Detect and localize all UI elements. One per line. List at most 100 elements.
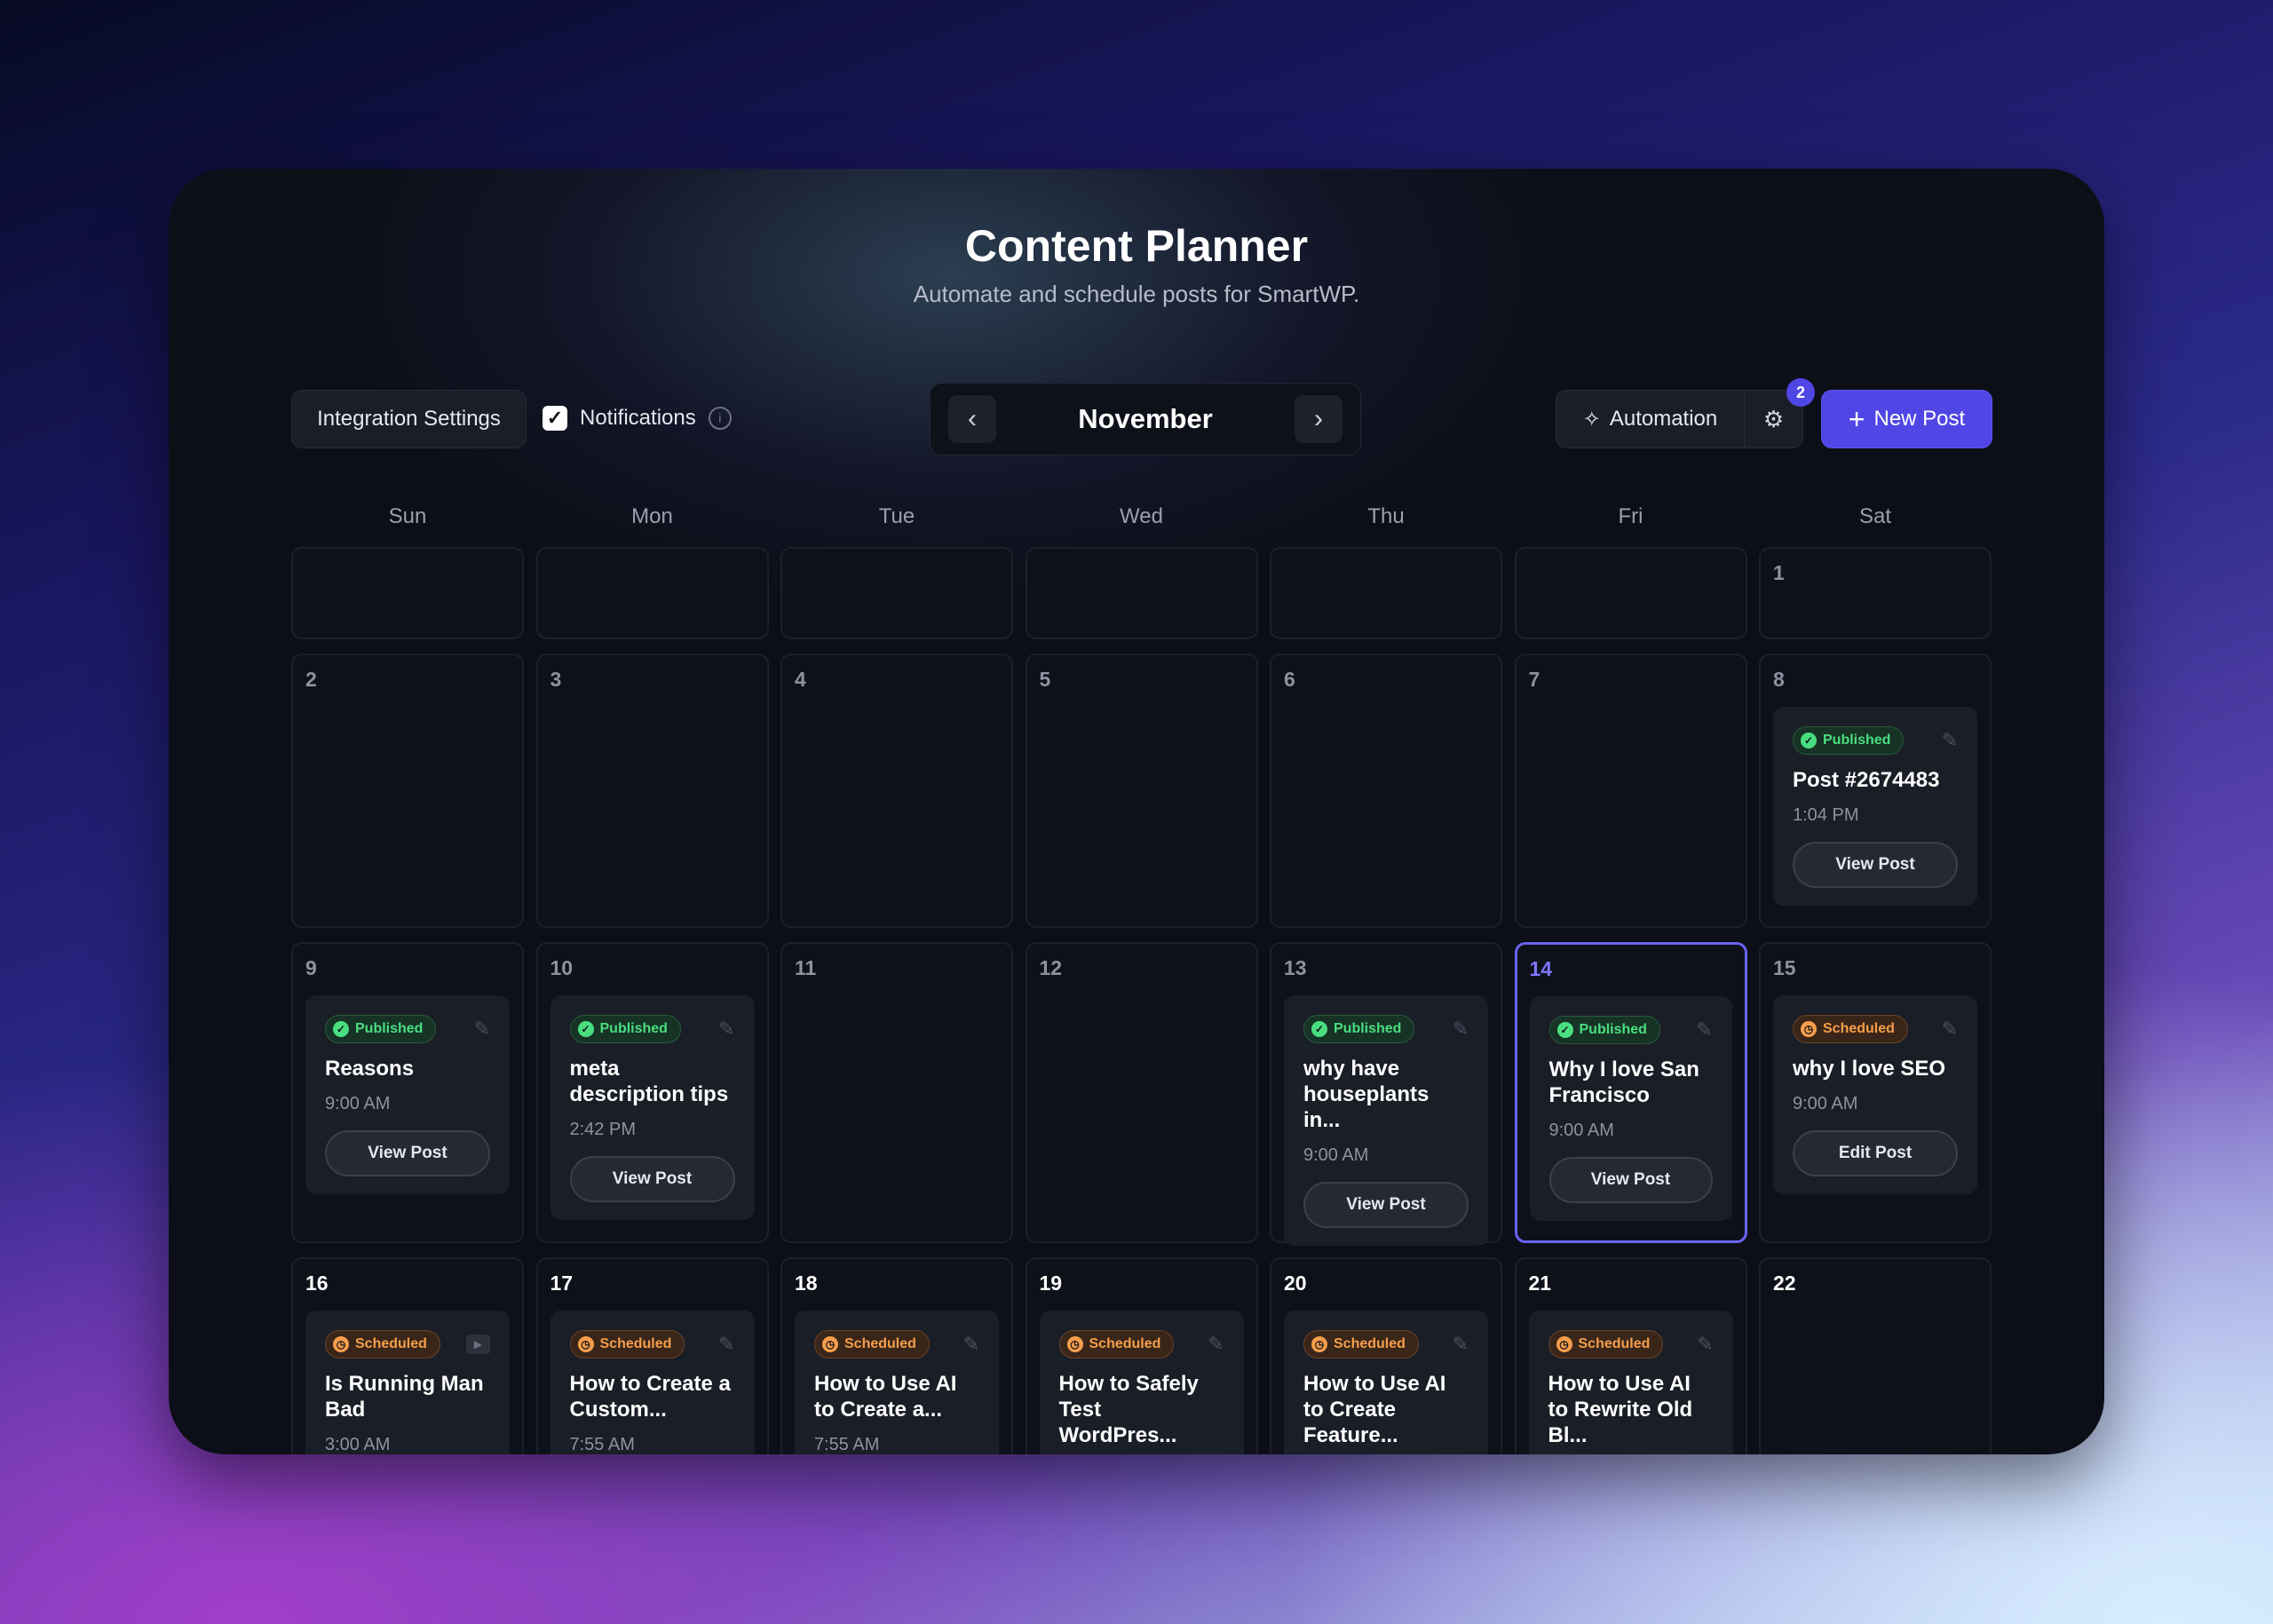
post-title: How to Safely Test WordPres... bbox=[1058, 1372, 1199, 1447]
status-label: Scheduled bbox=[1823, 1021, 1895, 1036]
notifications-toggle[interactable]: ✓ Notifications i bbox=[543, 406, 732, 431]
edit-icon[interactable]: ✎ bbox=[1941, 729, 1958, 751]
day-cell[interactable]: 1 bbox=[1759, 547, 1992, 639]
post-card[interactable]: ✓ Published ✎ Reasons 9:00 AM View Post bbox=[305, 995, 510, 1194]
view-post-button[interactable]: View Post bbox=[1793, 842, 1958, 888]
status-label: Published bbox=[355, 1021, 424, 1036]
day-cell[interactable]: 14 ✓ Published ✎ Why I love San Francisco 9:0… bbox=[1514, 942, 1747, 1243]
edit-icon[interactable]: ✎ bbox=[962, 1333, 979, 1355]
status-label: Published bbox=[599, 1021, 668, 1036]
status-badge: ✓ Published bbox=[1303, 1015, 1415, 1043]
status-badge: ◷ Scheduled bbox=[814, 1330, 930, 1359]
day-cell[interactable]: 13 ✓ Published ✎ why have houseplants in... 9… bbox=[1270, 942, 1502, 1246]
post-card[interactable]: ◷ Scheduled ✎ How to Create a Custom... 7:55… bbox=[550, 1311, 755, 1454]
info-icon[interactable]: i bbox=[708, 407, 732, 430]
next-month-button[interactable]: › bbox=[1294, 395, 1342, 443]
post-title: Is Running Man Bad bbox=[325, 1372, 484, 1422]
post-time: 9:00 AM bbox=[325, 1094, 391, 1113]
weekday-header: Fri bbox=[1618, 504, 1643, 528]
day-cell[interactable]: 20 ◷ Scheduled ✎ How to Use AI to Create Fea… bbox=[1270, 1257, 1502, 1454]
day-cell[interactable]: 17 ◷ Scheduled ✎ How to Create a Custom... 7:… bbox=[535, 1257, 769, 1454]
day-cell[interactable]: 12 bbox=[1025, 942, 1258, 1243]
post-card-header: ✓ Published ✎ bbox=[569, 1015, 735, 1043]
post-card-header: ◷ Scheduled ✎ bbox=[1303, 1330, 1469, 1359]
post-card[interactable]: ◷ Scheduled ✎ How to Use AI to Create a... 7… bbox=[795, 1311, 999, 1454]
post-card[interactable]: ◷ Scheduled ✎ How to Safely Test WordPres..… bbox=[1039, 1311, 1244, 1454]
status-badge: ◷ Scheduled bbox=[1303, 1330, 1419, 1359]
post-time: 7:55 AM bbox=[814, 1435, 880, 1454]
edit-icon[interactable]: ✎ bbox=[718, 1333, 735, 1355]
post-time: 9:00 AM bbox=[1548, 1121, 1614, 1140]
automation-settings-button[interactable]: ⚙ bbox=[1745, 406, 1802, 433]
plus-icon: + bbox=[1848, 402, 1865, 435]
day-cell[interactable]: 7 bbox=[1514, 654, 1747, 928]
day-cell[interactable]: 19 ◷ Scheduled ✎ How to Safely Test WordPres… bbox=[1025, 1257, 1258, 1454]
video-icon[interactable]: ▶ bbox=[465, 1335, 490, 1354]
day-cell[interactable]: 18 ◷ Scheduled ✎ How to Use AI to Create a..… bbox=[780, 1257, 1013, 1454]
status-badge: ◷ Scheduled bbox=[1548, 1330, 1664, 1359]
check-circle-icon: ✓ bbox=[577, 1021, 594, 1037]
clock-icon: ◷ bbox=[1066, 1336, 1083, 1352]
edit-icon[interactable]: ✎ bbox=[473, 1018, 490, 1040]
new-post-button[interactable]: + New Post bbox=[1821, 390, 1992, 448]
day-number: 10 bbox=[550, 956, 574, 979]
post-card[interactable]: ◷ Scheduled ✎ How to Use AI to Create Featu… bbox=[1284, 1311, 1488, 1454]
day-cell[interactable]: 16 ◷ Scheduled ▶ Is Running Man Bad 3:00 AM bbox=[291, 1257, 524, 1454]
weekday-header: Mon bbox=[631, 504, 673, 528]
check-circle-icon: ✓ bbox=[333, 1021, 349, 1037]
day-cell[interactable]: 5 bbox=[1025, 654, 1258, 928]
day-cell[interactable]: 6 bbox=[1270, 654, 1502, 928]
day-number: 19 bbox=[1039, 1271, 1063, 1295]
status-badge: ✓ Published bbox=[1793, 726, 1905, 755]
day-cell[interactable]: 3 bbox=[535, 654, 769, 928]
day-cell[interactable] bbox=[535, 547, 769, 639]
new-post-label: New Post bbox=[1873, 407, 1966, 431]
day-cell[interactable]: 11 bbox=[780, 942, 1013, 1243]
automation-button[interactable]: ✧ Automation bbox=[1556, 391, 1745, 448]
day-cell[interactable] bbox=[1514, 547, 1747, 639]
day-number: 2 bbox=[305, 668, 317, 691]
day-cell[interactable] bbox=[291, 547, 524, 639]
view-post-button[interactable]: View Post bbox=[1303, 1182, 1469, 1228]
day-cell[interactable]: 15 ◷ Scheduled ✎ why I love SEO 9:00 AM Edit P… bbox=[1759, 942, 1992, 1243]
post-time: 1:04 PM bbox=[1793, 805, 1859, 825]
day-cell[interactable] bbox=[1025, 547, 1258, 639]
post-card[interactable]: ◷ Scheduled ✎ How to Use AI to Rewrite Old … bbox=[1528, 1311, 1733, 1454]
edit-icon[interactable]: ✎ bbox=[1208, 1333, 1224, 1355]
edit-icon[interactable]: ✎ bbox=[1696, 1018, 1713, 1041]
edit-post-button[interactable]: Edit Post bbox=[1793, 1130, 1958, 1176]
day-cell[interactable]: 2 bbox=[291, 654, 524, 928]
day-cell[interactable]: 4 bbox=[780, 654, 1013, 928]
edit-icon[interactable]: ✎ bbox=[1452, 1018, 1469, 1040]
edit-icon[interactable]: ✎ bbox=[1452, 1333, 1469, 1355]
day-number: 14 bbox=[1529, 957, 1553, 980]
notifications-checkbox[interactable]: ✓ bbox=[543, 406, 567, 431]
post-card-header: ✓ Published ✎ bbox=[1793, 726, 1958, 755]
view-post-button[interactable]: View Post bbox=[569, 1156, 735, 1202]
day-cell[interactable]: 9 ✓ Published ✎ Reasons 9:00 AM View Post bbox=[291, 942, 524, 1243]
day-cell[interactable]: 21 ◷ Scheduled ✎ How to Use AI to Rewrite Ol… bbox=[1514, 1257, 1747, 1454]
edit-icon[interactable]: ✎ bbox=[1697, 1333, 1714, 1355]
day-cell[interactable]: 10 ✓ Published ✎ meta description tips 2:42 P… bbox=[535, 942, 769, 1243]
day-cell[interactable] bbox=[1270, 547, 1502, 639]
day-cell[interactable] bbox=[780, 547, 1013, 639]
integration-settings-button[interactable]: Integration Settings bbox=[291, 390, 527, 448]
status-label: Scheduled bbox=[355, 1336, 427, 1351]
view-post-button[interactable]: View Post bbox=[1548, 1157, 1713, 1203]
day-cell[interactable]: 8 ✓ Published ✎ Post #2674483 1:04 PM View Pos… bbox=[1759, 654, 1992, 928]
post-card[interactable]: ✓ Published ✎ Post #2674483 1:04 PM View Post bbox=[1773, 707, 1977, 906]
view-post-button[interactable]: View Post bbox=[325, 1130, 490, 1176]
day-cell[interactable]: 22 bbox=[1759, 1257, 1992, 1454]
edit-icon[interactable]: ✎ bbox=[718, 1018, 735, 1040]
post-card[interactable]: ✓ Published ✎ why have houseplants in... 9:0… bbox=[1284, 995, 1488, 1246]
post-card[interactable]: ◷ Scheduled ▶ Is Running Man Bad 3:00 AM bbox=[305, 1311, 510, 1454]
day-number: 16 bbox=[305, 1271, 329, 1295]
post-time: 9:00 AM bbox=[1303, 1145, 1369, 1165]
edit-icon[interactable]: ✎ bbox=[1941, 1018, 1958, 1040]
post-card[interactable]: ◷ Scheduled ✎ why I love SEO 9:00 AM Edit Pos… bbox=[1773, 995, 1977, 1194]
post-card[interactable]: ✓ Published ✎ meta description tips 2:42 PM V… bbox=[550, 995, 755, 1220]
post-card[interactable]: ✓ Published ✎ Why I love San Francisco 9:00 … bbox=[1529, 996, 1732, 1221]
post-time: 3:00 AM bbox=[325, 1435, 391, 1454]
prev-month-button[interactable]: ‹ bbox=[948, 395, 996, 443]
clock-icon: ◷ bbox=[1801, 1021, 1817, 1037]
